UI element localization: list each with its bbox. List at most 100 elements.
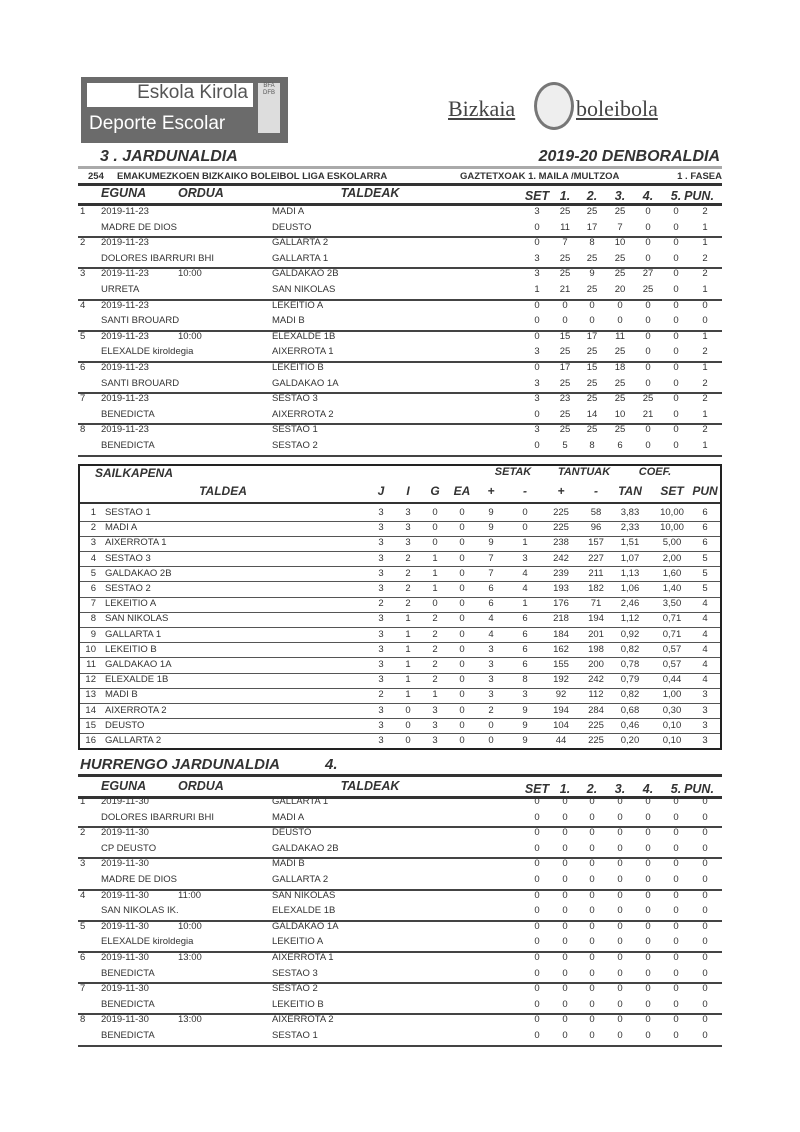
home-score-s4: 0 [645, 330, 651, 342]
home-team: SESTAO 3 [272, 393, 318, 405]
standings-value-EA: 0 [459, 643, 465, 655]
standings-value--: 9 [522, 719, 528, 731]
away-score-s3: 0 [617, 842, 623, 854]
col-header-s3: 3. [614, 189, 626, 203]
home-score-s2: 8 [589, 237, 595, 249]
divider [78, 796, 722, 799]
divider [78, 982, 722, 985]
home-score-pun: 1 [702, 330, 708, 342]
standings-value-SET: 0,10 [662, 735, 682, 746]
match-venue: MADRE DE DIOS [101, 221, 178, 233]
away-score-s5: 0 [673, 284, 679, 295]
away-score-s4: 0 [645, 252, 651, 264]
standings-value-G: 3 [432, 735, 438, 746]
standings-rank: 11 [86, 659, 96, 670]
col-header-s3: 3. [614, 782, 626, 796]
match-number: 8 [80, 424, 86, 436]
standings-value--: 58 [590, 507, 602, 518]
divider [78, 236, 722, 239]
away-score-s3: 10 [614, 408, 626, 420]
match-date: 2019-11-30 [101, 889, 149, 901]
home-score-s2: 0 [589, 827, 595, 839]
standings-value-SET: 0,57 [662, 659, 682, 670]
group-header-coef: COEF. [638, 466, 672, 478]
away-score-s4: 0 [645, 346, 651, 358]
home-score-s5: 0 [673, 393, 679, 405]
standings-value-J: 3 [378, 507, 384, 518]
home-score-pun: 0 [702, 827, 708, 839]
match-number: 5 [80, 920, 86, 932]
standings-value-+: 194 [553, 704, 569, 716]
standings-value-PUN: 4 [702, 659, 708, 670]
standings-value-G: 0 [432, 522, 438, 534]
standings-value-J: 3 [378, 659, 384, 670]
match-number: 4 [80, 889, 86, 901]
home-score-s4: 0 [645, 920, 651, 932]
home-score-s4: 0 [645, 858, 651, 870]
away-score-s4: 0 [645, 998, 651, 1010]
standings-value-J: 3 [378, 613, 384, 625]
standings-rank: 15 [85, 719, 96, 731]
home-score-s1: 0 [562, 858, 568, 870]
home-team: SESTAO 1 [272, 424, 318, 436]
divider [78, 329, 722, 332]
away-score-s2: 0 [589, 811, 595, 823]
away-score-s4: 0 [645, 967, 651, 979]
standings-value-TAN: 0,79 [620, 674, 640, 686]
standings-value-TAN: 1,07 [620, 552, 640, 564]
standings-value-I: 0 [405, 735, 411, 746]
competition-code: 254 [88, 171, 104, 182]
standings-table [78, 464, 722, 750]
away-score-s5: 0 [673, 1030, 679, 1041]
standings-team: GALLARTA 1 [105, 628, 162, 640]
standings-value-EA: 0 [459, 598, 465, 610]
standings-value--: 6 [522, 628, 528, 640]
away-score-s2: 0 [589, 842, 595, 854]
home-score-set: 0 [534, 858, 540, 870]
row-divider [80, 718, 720, 720]
away-score-pun: 0 [702, 936, 708, 948]
match-date: 2019-11-30 [101, 952, 149, 963]
standings-value-I: 1 [405, 674, 411, 686]
home-score-s1: 0 [562, 796, 568, 807]
col-header-time: ORDUA [178, 779, 224, 793]
standings-value-+: 3 [488, 659, 494, 670]
home-team: LEKEITIO A [272, 299, 324, 311]
standings-value--: 3 [522, 689, 528, 701]
next-round-number: 4. [325, 756, 338, 773]
away-score-set: 0 [534, 811, 540, 823]
next-round-title: HURRENGO JARDUNALDIA [80, 756, 281, 773]
away-score-s3: 0 [617, 998, 623, 1010]
home-score-s2: 25 [586, 424, 598, 436]
match-number: 1 [80, 796, 86, 807]
match-time: 13:00 [178, 952, 202, 963]
away-team: LEKEITIO B [272, 998, 324, 1010]
away-score-s3: 6 [617, 440, 623, 451]
standings-value--: 6 [522, 643, 528, 655]
season-title: 2019-20 DENBORALDIA [538, 148, 720, 165]
home-score-s5: 0 [673, 796, 679, 807]
standings-value--: 6 [522, 613, 528, 625]
home-score-s3: 0 [617, 952, 623, 963]
away-team: MADI B [272, 315, 305, 327]
home-score-s3: 25 [614, 268, 626, 280]
standings-value-J: 3 [378, 704, 384, 716]
standings-value-EA: 0 [459, 689, 465, 701]
standings-value-I: 1 [405, 643, 411, 655]
standings-value--: 242 [588, 674, 604, 686]
standings-value-SET: 5,00 [662, 537, 682, 549]
divider [78, 951, 722, 953]
home-score-s2: 0 [589, 889, 595, 901]
home-score-s4: 0 [645, 952, 651, 963]
away-score-s2: 0 [589, 874, 595, 885]
standings-value-G: 3 [432, 704, 438, 716]
col-header-teams: TALDEAK [340, 186, 400, 200]
match-time: 11:00 [178, 889, 202, 901]
standings-value-PUN: 3 [702, 704, 708, 716]
standings-value-J: 3 [378, 552, 384, 564]
row-divider [80, 672, 720, 674]
logo-text: Eskola Kirola [137, 82, 248, 103]
away-score-s4: 0 [645, 440, 651, 451]
match-venue: CP DEUSTO [101, 842, 157, 854]
standings-value-+: 192 [553, 674, 569, 686]
